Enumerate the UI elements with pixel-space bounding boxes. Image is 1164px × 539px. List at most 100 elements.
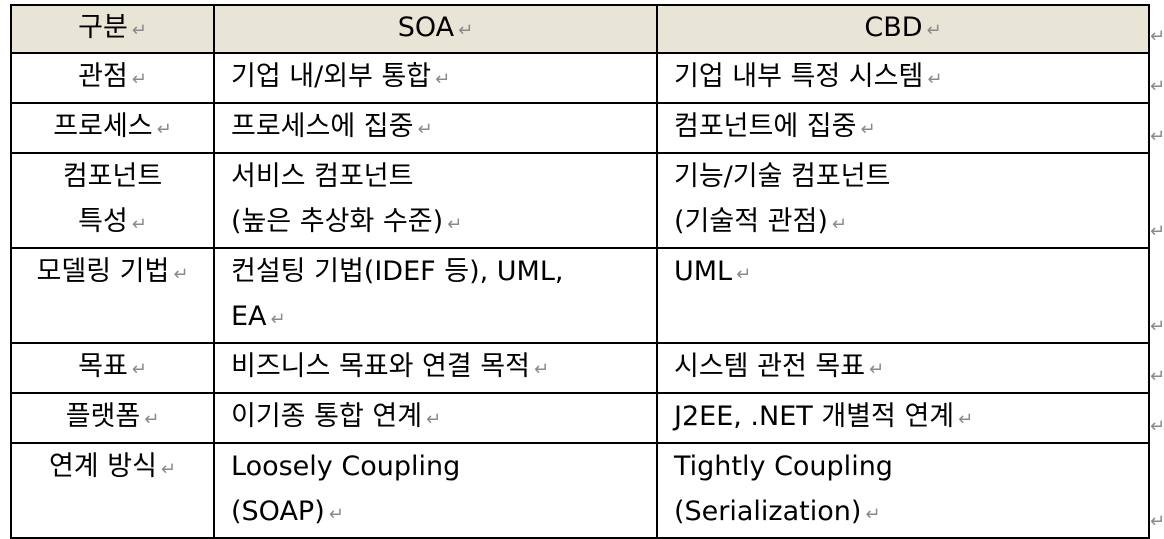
cell-text-content: 목표 — [78, 351, 128, 382]
paragraph-mark-icon: ↵ — [534, 359, 550, 380]
cell-text: 시스템 관전 목표 ↵ — [674, 345, 1147, 391]
cell-text-content: (Serialization) — [674, 496, 862, 527]
cell-text-content: EA — [231, 301, 267, 332]
paragraph-mark-icon: ↵ — [926, 20, 942, 41]
paragraph-mark-icon: ↵ — [131, 214, 147, 235]
cbd-cell: 시스템 관전 목표 ↵ — [656, 342, 1150, 394]
cell-text: 특성 ↵ — [13, 199, 212, 246]
cell-text-content: 기능/기술 컴포넌트 — [674, 161, 891, 192]
cell-text: EA ↵ — [231, 294, 655, 341]
cell-text: 컴포넌트에 집중 ↵ — [674, 105, 1147, 151]
paragraph-mark-icon: ↵ — [160, 459, 177, 480]
cell-text: 구분 ↵ — [13, 7, 212, 51]
cell-text: 이기종 통합 연계 ↵ — [231, 395, 655, 441]
cell-text-content: 구분 — [78, 12, 128, 43]
cell-text-content: Loosely Coupling — [231, 451, 461, 482]
cell-text: SOA ↵ — [216, 7, 655, 51]
cell-text-content: 시스템 관전 목표 — [674, 351, 866, 382]
cell-text: 기능/기술 컴포넌트 — [674, 155, 1147, 199]
table-body: 구분 ↵ SOA ↵ CBD ↵ 관점 ↵ 기업 내/외부 통합 ↵ 기업 내부 특정 시스템 ↵ 프로… — [10, 4, 1150, 539]
paragraph-mark-icon: ↵ — [131, 359, 147, 380]
header-cell-cbd: CBD ↵ — [656, 4, 1150, 54]
paragraph-mark-icon: ↵ — [426, 409, 442, 430]
header-cell-soa: SOA ↵ — [213, 4, 658, 54]
cell-text: (기술적 관점) ↵ — [674, 199, 1147, 246]
cbd-cell: UML ↵ — [656, 247, 1150, 344]
cell-text: 프로세스 ↵ — [13, 105, 212, 151]
cell-text: 목표 ↵ — [13, 345, 212, 391]
cell-text: 기업 내부 특정 시스템 ↵ — [674, 55, 1147, 101]
cbd-cell: 컴포넌트에 집중 ↵ — [656, 102, 1150, 154]
cell-text: 관점 ↵ — [13, 55, 212, 101]
table-row: 관점 ↵ 기업 내/외부 통합 ↵ 기업 내부 특정 시스템 ↵ — [10, 52, 1150, 104]
cell-text: (SOAP) ↵ — [231, 489, 655, 536]
soa-cbd-comparison-table: 구분 ↵ SOA ↵ CBD ↵ 관점 ↵ 기업 내/외부 통합 ↵ 기업 내부 특정 시스템 ↵ 프로… — [10, 4, 1150, 539]
cell-text: 비즈니스 목표와 연결 목적 ↵ — [231, 345, 655, 391]
row-end-marks: ↵ ↵ ↵ ↵ ↵ ↵ ↵ ↵ — [1150, 0, 1164, 536]
table-row: 연계 방식 ↵ Loosely Coupling (SOAP) ↵ Tightly Cou… — [10, 442, 1150, 539]
paragraph-mark-icon: ↵ — [144, 409, 160, 430]
cell-text: Loosely Coupling — [231, 445, 655, 489]
cell-text-content: 기업 내부 특정 시스템 — [674, 61, 924, 92]
row-end-mark-icon: ↵ — [1150, 416, 1164, 437]
cell-text-content: 프로세스 — [53, 111, 153, 142]
table-row: 모델링 기법 ↵ 컨설팅 기법(IDEF 등), UML, EA ↵ UML ↵ — [10, 247, 1150, 344]
paragraph-mark-icon: ↵ — [927, 69, 943, 90]
cell-text-content: SOA — [397, 12, 455, 43]
paragraph-mark-icon: ↵ — [458, 20, 474, 41]
row-label-cell: 관점 ↵ — [10, 52, 215, 104]
row-end-mark-icon: ↵ — [1150, 26, 1164, 47]
cell-text-content: CBD — [864, 12, 923, 43]
table-row: 플랫폼 ↵ 이기종 통합 연계 ↵ J2EE, .NET 개별적 연계 ↵ — [10, 392, 1150, 444]
cell-text-content: 이기종 통합 연계 — [231, 401, 423, 432]
paragraph-mark-icon: ↵ — [417, 119, 433, 140]
row-label-cell: 모델링 기법 ↵ — [10, 247, 215, 344]
table-row: 목표 ↵ 비즈니스 목표와 연결 목적 ↵ 시스템 관전 목표 ↵ — [10, 342, 1150, 394]
cell-text-content: (SOAP) — [231, 496, 325, 527]
cell-text-content: 특성 — [78, 206, 128, 237]
paragraph-mark-icon: ↵ — [958, 409, 974, 430]
cell-text-content: 모델링 기법 — [36, 256, 170, 287]
soa-cell: 기업 내/외부 통합 ↵ — [213, 52, 658, 104]
cell-text: 컨설팅 기법(IDEF 등), UML, — [231, 250, 655, 294]
cell-text-content: 연계 방식 — [48, 451, 157, 482]
row-label-cell: 연계 방식 ↵ — [10, 442, 215, 539]
paragraph-mark-icon: ↵ — [435, 69, 451, 90]
cbd-cell: J2EE, .NET 개별적 연계 ↵ — [656, 392, 1150, 444]
soa-cell: 서비스 컴포넌트 (높은 추상화 수준) ↵ — [213, 152, 658, 249]
cell-text-content: 컨설팅 기법(IDEF 등), UML, — [231, 256, 564, 287]
row-end-mark-icon: ↵ — [1150, 511, 1164, 532]
cell-text: 모델링 기법 ↵ — [13, 250, 212, 297]
row-label-cell: 목표 ↵ — [10, 342, 215, 394]
cell-text: 기업 내/외부 통합 ↵ — [231, 55, 655, 101]
paragraph-mark-icon: ↵ — [156, 119, 172, 140]
cell-text: 서비스 컴포넌트 — [231, 155, 655, 199]
cell-text: 컴포넌트 — [13, 155, 212, 199]
paragraph-mark-icon: ↵ — [869, 359, 885, 380]
cbd-cell: Tightly Coupling (Serialization) ↵ — [656, 442, 1150, 539]
cell-text: 프로세스에 집중 ↵ — [231, 105, 655, 151]
cell-text-content: 기업 내/외부 통합 — [231, 61, 432, 92]
cbd-cell: 기업 내부 특정 시스템 ↵ — [656, 52, 1150, 104]
cell-text-content: 비즈니스 목표와 연결 목적 — [231, 351, 530, 382]
cell-text: 연계 방식 ↵ — [13, 445, 212, 492]
paragraph-mark-icon: ↵ — [328, 504, 344, 525]
cbd-cell: 기능/기술 컴포넌트 (기술적 관점) ↵ — [656, 152, 1150, 249]
paragraph-mark-icon: ↵ — [173, 264, 189, 285]
cell-text: (Serialization) ↵ — [674, 489, 1147, 536]
cell-text: UML ↵ — [674, 250, 1147, 297]
cell-text-content: 컴포넌트 — [62, 161, 163, 192]
cell-text: J2EE, .NET 개별적 연계 ↵ — [674, 395, 1147, 441]
cell-text-content: J2EE, .NET 개별적 연계 — [674, 401, 955, 432]
cell-text: CBD ↵ — [659, 7, 1147, 51]
paragraph-mark-icon: ↵ — [736, 264, 752, 285]
paragraph-mark-icon: ↵ — [131, 69, 147, 90]
paragraph-mark-icon: ↵ — [131, 20, 147, 41]
cell-text-content: Tightly Coupling — [674, 451, 893, 482]
soa-cell: 프로세스에 집중 ↵ — [213, 102, 658, 154]
row-end-mark-icon: ↵ — [1150, 316, 1164, 337]
table-row: 프로세스 ↵ 프로세스에 집중 ↵ 컴포넌트에 집중 ↵ — [10, 102, 1150, 154]
row-end-mark-icon: ↵ — [1150, 366, 1164, 387]
row-end-mark-icon: ↵ — [1150, 221, 1164, 242]
